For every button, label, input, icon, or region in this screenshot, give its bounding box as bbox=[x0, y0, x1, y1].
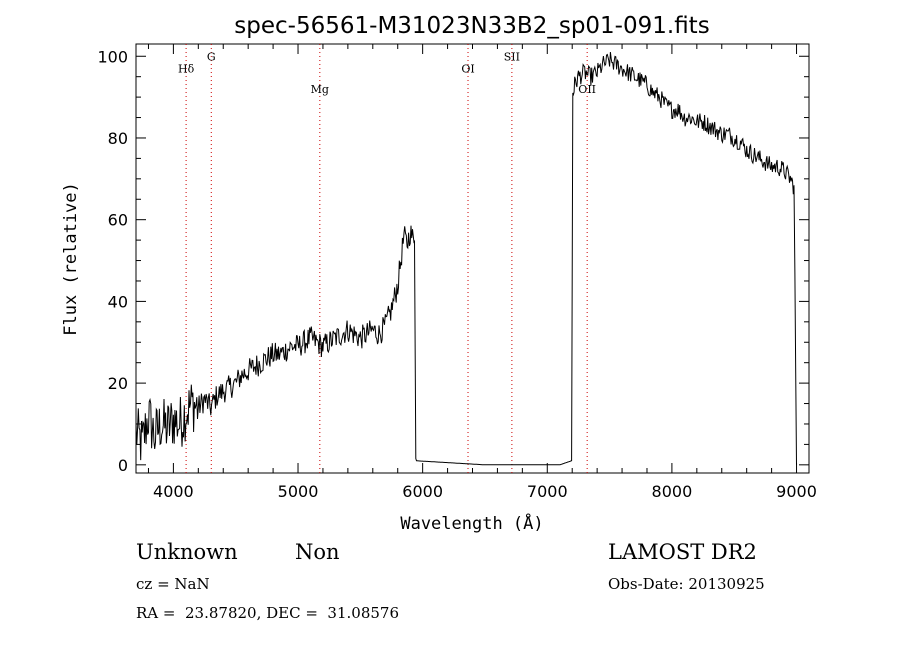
y-tick-label: 20 bbox=[108, 374, 128, 393]
y-tick-label: 80 bbox=[108, 129, 128, 148]
line-markers: Hδ G Mg OI SII OII bbox=[178, 44, 596, 473]
y-tick-label: 60 bbox=[108, 211, 128, 230]
object-subclass: Non bbox=[295, 540, 340, 564]
axis-ticks: 4000 5000 6000 7000 8000 9000 0 20 40 60 80 100 bbox=[97, 44, 817, 501]
plot-frame bbox=[135, 43, 810, 474]
x-tick-label: 4000 bbox=[153, 482, 194, 501]
line-marker-label: OII bbox=[578, 83, 596, 96]
x-axis-label: Wavelength (Å) bbox=[400, 512, 543, 534]
y-tick-label: 100 bbox=[97, 47, 128, 66]
x-tick-label: 6000 bbox=[402, 482, 443, 501]
object-class: Unknown bbox=[136, 540, 238, 564]
survey-name: LAMOST DR2 bbox=[608, 540, 757, 564]
chart-title: spec-56561-M31023N33B2_sp01-091.fits bbox=[234, 13, 709, 39]
obs-date-text: Obs-Date: 20130925 bbox=[608, 575, 765, 593]
x-tick-label: 7000 bbox=[527, 482, 568, 501]
line-marker-label: Hδ bbox=[178, 63, 195, 76]
y-tick-label: 40 bbox=[108, 292, 128, 311]
line-marker-label: SII bbox=[504, 50, 520, 63]
line-marker-label: OI bbox=[461, 63, 474, 76]
redshift-text: cz = NaN bbox=[136, 575, 210, 593]
y-tick-label: 0 bbox=[118, 456, 128, 475]
line-marker-label: G bbox=[207, 50, 216, 63]
spectrum-line bbox=[135, 51, 797, 466]
coordinates-text: RA = 23.87820, DEC = 31.08576 bbox=[136, 604, 400, 622]
x-tick-label: 5000 bbox=[278, 482, 319, 501]
x-tick-label: 8000 bbox=[652, 482, 693, 501]
y-axis-label: Flux (relative) bbox=[61, 182, 81, 336]
line-marker-label: Mg bbox=[311, 83, 329, 96]
x-tick-label: 9000 bbox=[776, 482, 817, 501]
